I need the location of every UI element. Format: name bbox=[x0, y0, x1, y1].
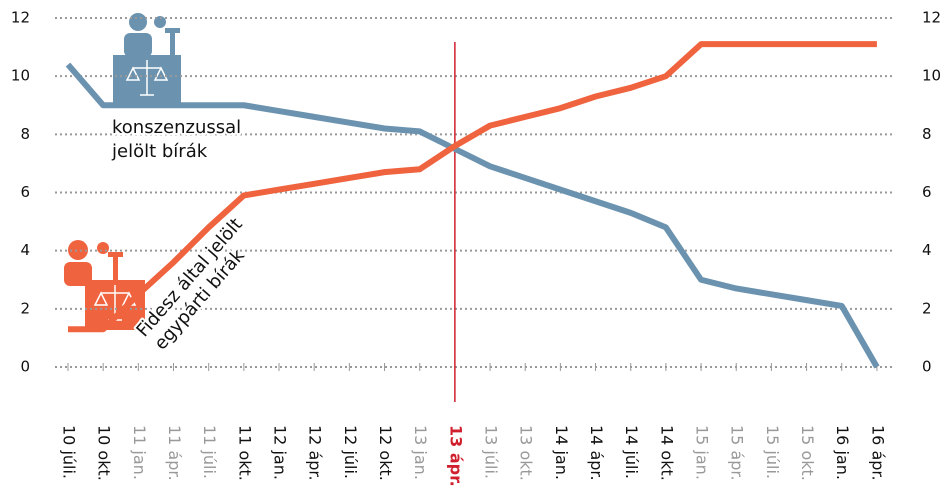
y-tick-label: 12 bbox=[11, 9, 30, 27]
y-tick-label: 10 bbox=[11, 67, 30, 85]
y2-tick-label: 10 bbox=[922, 67, 941, 85]
x-tick-label: 10 okt. bbox=[95, 425, 114, 481]
y-tick-label: 0 bbox=[20, 358, 30, 376]
annotation: jelölt bírák bbox=[111, 141, 208, 162]
x-tick-label: 11 jan. bbox=[130, 425, 149, 480]
x-tick-label: 11 ápr. bbox=[165, 425, 184, 481]
x-tick-label: 16 jan. bbox=[833, 425, 852, 480]
x-tick-label: 10 júli. bbox=[60, 425, 79, 479]
x-tick-label: 15 ápr. bbox=[728, 425, 747, 481]
x-tick-label: 15 jan. bbox=[693, 425, 712, 480]
x-tick-label: 13 júli. bbox=[482, 425, 501, 479]
x-tick-label: 14 jan. bbox=[552, 425, 571, 480]
x-tick-label: 15 okt. bbox=[798, 425, 817, 481]
x-tick-label: 13 okt. bbox=[517, 425, 536, 481]
y2-tick-label: 4 bbox=[922, 241, 932, 259]
y2-tick-label: 0 bbox=[922, 358, 932, 376]
x-tick-label: 16 ápr. bbox=[868, 425, 887, 481]
x-tick-label: 12 ápr. bbox=[306, 425, 325, 481]
y2-tick-label: 8 bbox=[922, 125, 932, 143]
y2-tick-label: 12 bbox=[922, 9, 941, 27]
x-tick-label: 13 jan. bbox=[411, 425, 430, 480]
x-tick-label: 11 júli. bbox=[200, 425, 219, 479]
x-tick-label: 12 okt. bbox=[376, 425, 395, 481]
x-tick-label: 15 júli. bbox=[763, 425, 782, 479]
x-tick-label: 12 jan. bbox=[271, 425, 290, 480]
y-tick-label: 8 bbox=[20, 125, 30, 143]
y2-tick-label: 6 bbox=[922, 183, 932, 201]
judge-icon-fidesz bbox=[64, 240, 145, 330]
y-tick-label: 6 bbox=[20, 183, 30, 201]
x-tick-label: 11 okt. bbox=[235, 425, 254, 481]
x-tick-label: 14 ápr. bbox=[587, 425, 606, 481]
x-tick-label: 14 okt. bbox=[657, 425, 676, 481]
y-tick-label: 2 bbox=[20, 299, 30, 317]
x-tick-label: 13 ápr. bbox=[446, 425, 465, 487]
y2-tick-label: 2 bbox=[922, 299, 932, 317]
x-tick-label: 14 júli. bbox=[622, 425, 641, 479]
annotation: konszenzussal bbox=[112, 117, 241, 138]
chart: 0 2 4 6 8 10 12 0 2 4 6 8 10 12 10 júli. 10 okt. 11 jan.… bbox=[0, 0, 950, 500]
y-tick-label: 4 bbox=[20, 241, 30, 259]
x-tick-label: 12 júli. bbox=[341, 425, 360, 479]
